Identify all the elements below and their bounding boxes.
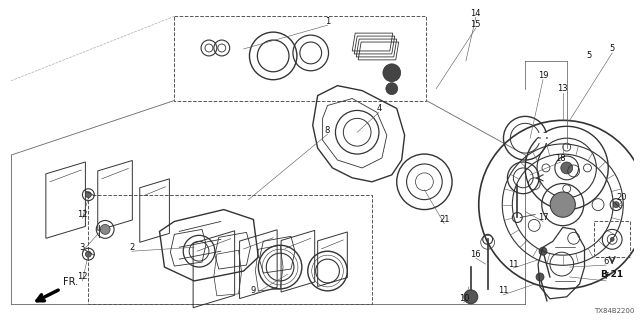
Text: 19: 19 xyxy=(538,71,548,80)
Text: 4: 4 xyxy=(376,104,381,113)
Text: 21: 21 xyxy=(439,215,449,224)
Circle shape xyxy=(610,237,614,241)
Text: 14: 14 xyxy=(470,9,481,18)
Text: 18: 18 xyxy=(556,154,566,163)
Text: 8: 8 xyxy=(325,126,330,135)
Text: 12: 12 xyxy=(77,272,88,282)
Text: 3: 3 xyxy=(80,243,85,252)
Text: 17: 17 xyxy=(538,213,548,222)
Circle shape xyxy=(561,162,573,174)
Circle shape xyxy=(100,224,110,234)
Text: 6: 6 xyxy=(604,257,609,266)
Text: FR.: FR. xyxy=(63,277,78,287)
Text: TX84B2200: TX84B2200 xyxy=(594,308,634,314)
Text: 15: 15 xyxy=(470,20,481,29)
Circle shape xyxy=(85,251,92,257)
Circle shape xyxy=(383,64,401,82)
Circle shape xyxy=(464,290,478,304)
Text: 11: 11 xyxy=(508,260,518,268)
Text: 5: 5 xyxy=(587,52,592,60)
Text: 10: 10 xyxy=(459,294,469,303)
Text: B-21: B-21 xyxy=(600,270,624,279)
Text: 12: 12 xyxy=(77,210,88,219)
Text: 2: 2 xyxy=(129,243,134,252)
Text: 13: 13 xyxy=(557,84,568,93)
Text: 11: 11 xyxy=(498,286,509,295)
Text: 20: 20 xyxy=(617,193,627,202)
Bar xyxy=(595,221,630,257)
Text: 5: 5 xyxy=(609,44,615,53)
Circle shape xyxy=(85,192,92,198)
Circle shape xyxy=(536,273,544,281)
Text: 7: 7 xyxy=(604,272,609,282)
Circle shape xyxy=(539,247,547,255)
Circle shape xyxy=(386,83,397,95)
Text: 9: 9 xyxy=(251,286,256,295)
Circle shape xyxy=(613,202,619,208)
Text: 1: 1 xyxy=(325,17,330,26)
Text: 16: 16 xyxy=(470,250,481,259)
Circle shape xyxy=(550,192,575,217)
